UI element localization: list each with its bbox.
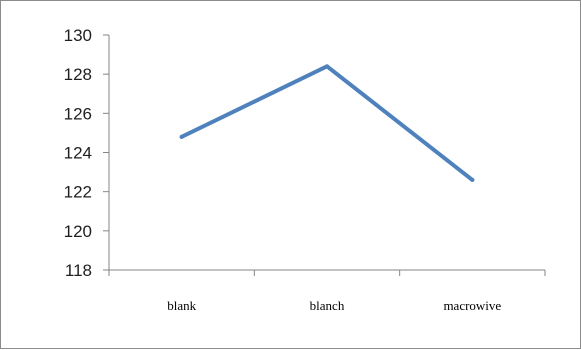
- y-tick-label: 130: [64, 26, 92, 45]
- data-point: [179, 134, 184, 139]
- series-line: [179, 64, 475, 182]
- data-point: [325, 64, 329, 69]
- series-group: [179, 64, 475, 182]
- y-axis: 118 120 122 124 126 128 130: [64, 26, 110, 280]
- data-point: [470, 177, 475, 182]
- x-axis: blank blanch macrowive: [108, 269, 546, 313]
- y-tick-label: 128: [64, 65, 92, 84]
- x-tick-label: blank: [167, 298, 196, 313]
- y-tick-label: 126: [64, 104, 92, 123]
- y-tick-label: 120: [64, 222, 92, 241]
- y-tick-label: 118: [65, 261, 92, 280]
- y-tick-label: 124: [64, 144, 92, 163]
- x-tick-label: macrowive: [443, 298, 501, 313]
- x-tick-label: blanch: [310, 298, 345, 313]
- y-tick-label: 122: [64, 183, 92, 202]
